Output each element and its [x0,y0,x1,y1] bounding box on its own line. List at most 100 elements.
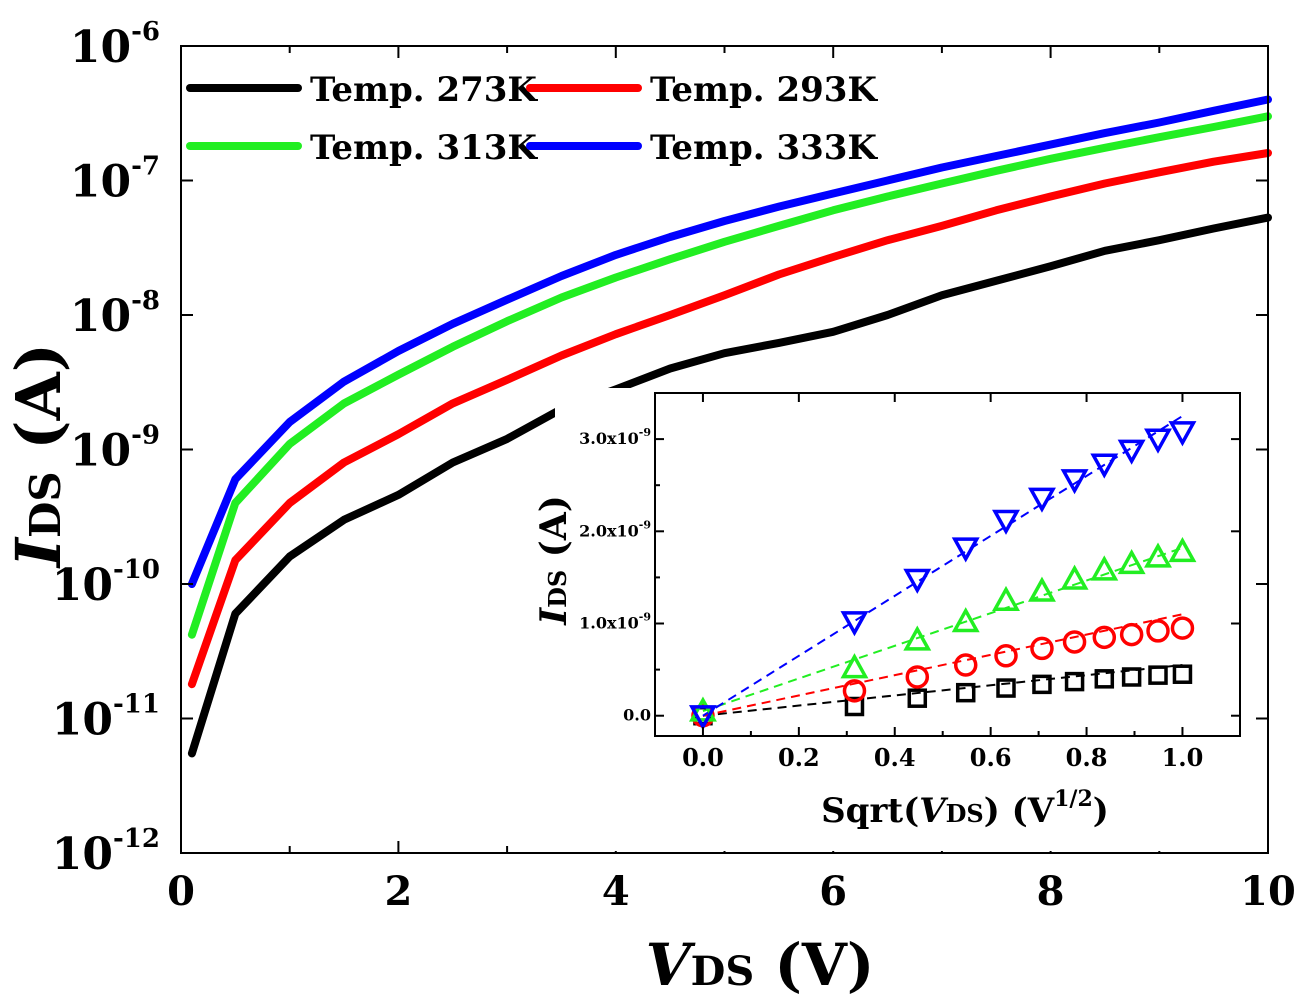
y-tick-exponent: -12 [113,824,160,854]
inset-point-triangle-down [1168,421,1197,447]
inset-y-axis-label-group: IDS (A) [533,495,575,626]
inset-point-triangle-down [1060,469,1089,495]
inset-point-triangle-up [688,696,717,722]
inset-point-triangle-down [1027,487,1056,513]
y-tick-label: 10-12 [52,824,160,880]
inset-x-label-sup: 1/2 [1054,786,1093,812]
inset-point-triangle-down [1090,453,1119,479]
y-tick-exponent: -9 [131,421,160,451]
inset-point-triangle-up [1060,564,1089,590]
inset-point-square [844,696,865,717]
inset-point-triangle-down [840,611,869,637]
inset-y-tick-base: 2.0x10 [579,521,639,540]
inset-point-circle [953,653,978,677]
inset-point-triangle-up [951,607,980,633]
inset-y-tick-label: 1.0x10-9 [579,611,651,633]
y-tick-label: 10-11 [52,690,160,746]
series-line-1 [187,149,1272,689]
inset-point-triangle-up [1090,555,1119,581]
inset-y-tick-base: 0.0 [623,706,651,725]
inset-point-circle [1062,630,1087,654]
y-tick-label: 10-9 [70,421,160,477]
inset-point-square [1064,671,1085,692]
y-tick-base: 10 [70,157,131,208]
inset-point-triangle-down [1144,428,1172,454]
inset-x-axis-label: Sqrt(VDS) (V1/2) [821,786,1109,831]
inset-x-label-prefix: Sqrt( [821,791,919,831]
inset-point-triangle-up [903,625,932,651]
x-tick-label: 10 [1240,868,1296,915]
inset-point-triangle-down [992,509,1020,535]
inset-x-tick-label: 0.4 [874,743,916,772]
series-line-2 [187,112,1272,639]
inset-plot-frame [654,392,1241,737]
y-tick-exponent: -7 [131,152,160,182]
inset-x-label-sub: DS [946,799,984,828]
x-axis-label-sub: DS [691,948,755,995]
inset-y-tick-exponent: -9 [639,611,651,624]
inset-y-tick-label: 0.0 [623,706,651,725]
inset-x-tick-label: 1.0 [1162,743,1204,772]
y-tick-base: 10 [52,829,113,880]
inset-point-triangle-down [903,568,932,594]
inset-point-square [1032,674,1052,695]
inset-x-label-mid: ) (V [984,791,1055,831]
legend-label: Temp. 313K [310,128,538,168]
inset-point-triangle-up [1117,548,1146,575]
series-line-0 [187,213,1272,758]
x-axis-label: VDS (V) [646,931,875,997]
inset-point-triangle-up [1027,576,1056,602]
x-tick-label: 2 [384,868,412,915]
y-tick-exponent: -10 [113,555,160,585]
y-tick-base: 10 [52,695,113,746]
y-tick-base: 10 [52,560,113,611]
inset-point-square [1121,667,1142,687]
inset-point-circle [994,644,1018,668]
inset-x-tick-label: 0.6 [970,743,1012,772]
y-tick-label: 10-10 [52,555,160,611]
inset-point-circle [905,665,930,689]
y-axis-label-unit: (A) [2,343,75,471]
legend-label: Temp. 333K [650,128,878,168]
y-tick-label: 10-7 [70,152,160,208]
inset-y-label-var: I [533,607,575,626]
inset-point-circle [1146,619,1170,643]
inset-point-square [955,682,976,703]
y-tick-exponent: -11 [113,690,160,720]
y-axis-label-var: I [2,536,75,569]
inset-point-square [1148,665,1168,685]
inset-fit-line-0 [702,664,1183,717]
inset-point-circle [1119,622,1144,647]
x-tick-label: 4 [602,868,630,915]
y-tick-base: 10 [70,291,131,342]
inset-point-circle [1030,636,1054,661]
inset-point-square [1172,664,1193,684]
inset-point-triangle-up [840,653,869,679]
y-axis-label-sub: DS [21,471,70,538]
inset-y-label-sub: DS [543,570,572,608]
inset-point-triangle-up [1168,536,1197,563]
y-tick-exponent: -6 [131,17,160,47]
inset-fit-line-3 [702,415,1183,717]
y-tick-label: 10-8 [70,286,160,342]
y-tick-label: 10-6 [70,17,160,73]
inset-y-tick-label: 2.0x10-9 [579,518,651,540]
x-tick-label: 0 [167,868,195,915]
inset-point-triangle-down [1117,439,1146,465]
inset-x-label-var: V [919,791,949,831]
legend-label: Temp. 293K [650,70,878,110]
inset-point-circle [842,679,867,703]
y-tick-base: 10 [70,426,131,477]
inset-fit-line-2 [702,546,1183,713]
x-axis-label-var: V [646,931,696,997]
x-tick-label: 6 [819,868,847,915]
inset-x-tick-label: 0.8 [1066,743,1108,772]
inset-x-tick-label: 0.2 [778,743,820,772]
inset-x-tick-label: 0.0 [682,743,724,772]
y-tick-exponent: -8 [131,286,160,316]
inset-y-tick-exponent: -9 [639,518,651,531]
inset-point-triangle-down [951,537,980,563]
y-axis-label: IDS (A) [2,343,75,569]
